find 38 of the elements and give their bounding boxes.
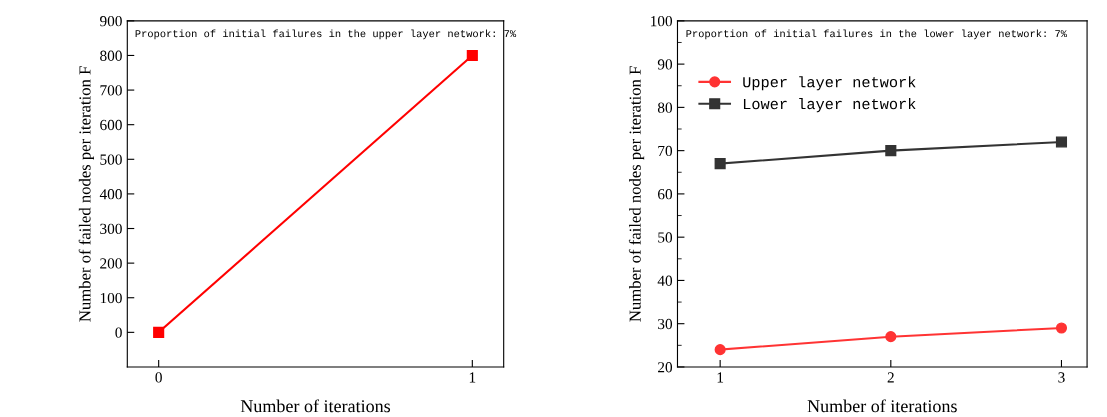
- y-tick-label: 70: [658, 145, 673, 157]
- y-tick-label: 100: [651, 15, 673, 27]
- y-tick-label: 20: [658, 362, 673, 373]
- x-tick-label: 3: [1058, 372, 1065, 383]
- point: [1055, 136, 1068, 148]
- y-axis-title: Number of failed nodes per iteration F: [78, 66, 94, 322]
- x-tick-label: 1: [469, 372, 476, 383]
- y-tick-label: 400: [99, 189, 122, 200]
- y-tick-label: 80: [657, 102, 673, 113]
- legend-label: Upper layer network: [743, 76, 916, 91]
- y-tick-label: 30: [658, 318, 673, 330]
- point: [714, 158, 726, 170]
- annotation: Proportion of initial failures in the upper layer network: 7%: [135, 29, 517, 40]
- point: [885, 331, 897, 343]
- y-axis-title: Number of failed nodes per iteration F: [628, 66, 645, 322]
- x-tick-label: 2: [887, 372, 894, 383]
- x-axis-title: Number of iterations: [807, 399, 957, 413]
- y-tick-label: 700: [100, 85, 122, 96]
- y-tick-label: 300: [100, 223, 122, 234]
- point: [714, 344, 726, 356]
- y-tick-label: 600: [100, 119, 122, 131]
- y-tick-label: 0: [115, 327, 122, 338]
- x-tick-label: 0: [155, 372, 162, 383]
- point: [885, 145, 897, 157]
- annotation: Proportion of initial failures in the lower layer network: 7%: [686, 29, 1067, 40]
- point: [1055, 322, 1068, 334]
- y-tick-label: 900: [100, 15, 122, 27]
- y-tick-label: 50: [658, 232, 673, 243]
- y-tick-label: 40: [657, 275, 673, 286]
- x-axis-title: Number of iterations: [240, 399, 391, 413]
- legend-label: Lower layer network: [743, 98, 916, 113]
- y-tick-label: 200: [100, 258, 122, 269]
- y-tick-label: 100: [100, 292, 122, 304]
- y-tick-label: 800: [100, 50, 122, 61]
- y-tick-label: 500: [100, 154, 122, 165]
- x-tick-label: 1: [717, 372, 724, 383]
- y-tick-label: 90: [657, 59, 673, 70]
- y-tick-label: 60: [658, 189, 673, 200]
